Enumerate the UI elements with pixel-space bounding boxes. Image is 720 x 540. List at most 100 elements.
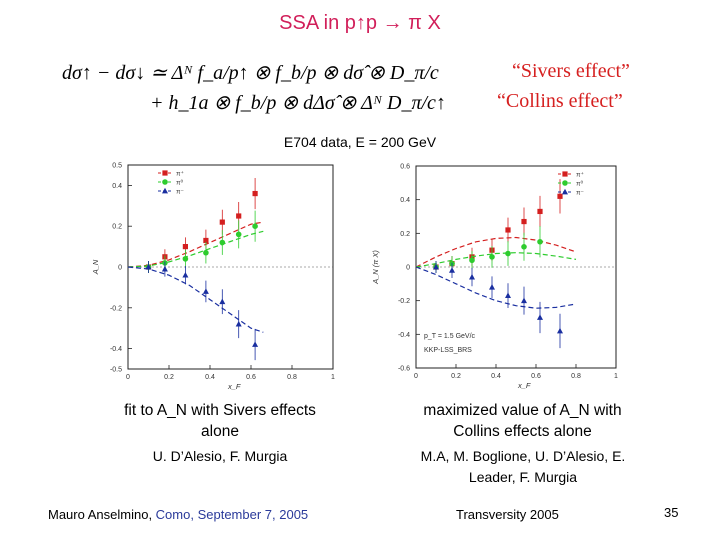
data-point	[433, 263, 439, 270]
data-point	[236, 213, 242, 219]
data-point	[505, 227, 511, 233]
chart-annotation: KKP-LSS_BRS	[424, 347, 472, 354]
legend-marker	[562, 171, 568, 177]
x-tick-label: 0.4	[491, 373, 501, 380]
page-number: 35	[664, 505, 679, 520]
x-tick-label: 1	[614, 373, 618, 380]
y-tick-label: 0.5	[112, 163, 122, 170]
plot-frame	[127, 164, 334, 370]
legend-marker	[562, 188, 568, 195]
y-axis-label: A_N	[91, 259, 100, 275]
data-point	[161, 265, 168, 272]
y-tick-label: -0.2	[398, 298, 410, 305]
series-curve	[415, 236, 577, 268]
data-point	[219, 219, 225, 225]
data-caption: E704 data, E = 200 GeV	[283, 134, 437, 150]
y-tick-label: 0.2	[112, 224, 122, 231]
collins-effect-label: “Collins effect”	[497, 90, 623, 112]
formula-line-1: dσ↑ − dσ↓ ≃ Δᴺ f_a/p↑ ⊗ f_b/p ⊗ dσ̂ ⊗ D_…	[62, 62, 439, 84]
data-point	[252, 223, 258, 229]
x-tick-label: 0.4	[205, 374, 215, 381]
y-axis-label: A_N (π X)	[371, 250, 380, 285]
data-point	[505, 292, 511, 299]
x-tick-label: 0.6	[531, 373, 541, 380]
formula-line-2: + h_1a ⊗ f_b/p ⊗ dΔσ̂ ⊗ Δᴺ D_π/c↑	[150, 92, 446, 114]
footer-place: Como, September 7, 2005	[155, 507, 309, 522]
footer-author: Mauro Anselmino,	[48, 507, 156, 522]
legend-marker	[562, 180, 568, 186]
series-curve	[127, 266, 264, 333]
data-point	[521, 297, 527, 304]
right-caption: maximized value of A_N with Collins effe…	[423, 402, 622, 440]
data-point	[235, 231, 242, 238]
y-tick-label: -0.5	[110, 367, 122, 374]
x-tick-label: 0.8	[571, 373, 581, 380]
data-point	[557, 327, 563, 334]
sivers-effect-label: “Sivers effect”	[512, 60, 630, 82]
legend-label: π⁻	[176, 189, 184, 196]
x-tick-label: 0.2	[164, 374, 174, 381]
data-point	[521, 218, 527, 225]
y-tick-label: -0.2	[110, 305, 122, 312]
x-tick-label: 0.8	[287, 374, 297, 381]
x-axis-label: x_F	[227, 382, 241, 390]
x-tick-label: 0	[126, 374, 130, 381]
data-point	[469, 257, 475, 264]
legend-label: π⁰	[576, 180, 583, 188]
y-tick-label: -0.4	[398, 332, 410, 339]
data-point	[252, 190, 258, 197]
collins-chart: 0 0.2 0.4 0.6 0.8 1 0.6 0.4 0.2 0 -0.2 -0.4 -0.6 x_F A…	[371, 164, 618, 391]
series-curve	[415, 266, 577, 309]
y-tick-label: 0.4	[112, 183, 122, 190]
slide-title: SSA in p↑p → π X	[279, 12, 441, 34]
right-authors: M.A, M. Boglione, U. D’Alesio, E. Leader…	[420, 448, 626, 485]
series-curve	[127, 221, 264, 268]
legend-marker	[162, 170, 168, 176]
legend-label: π⁻	[576, 190, 584, 197]
data-point	[557, 193, 563, 199]
data-point	[182, 271, 189, 278]
data-point	[219, 298, 226, 305]
sivers-chart: 0 0.2 0.4 0.6 0.8 1 0.5 0.4 0.2 0 -0.2 -0.4 -0.5 x_F A…	[91, 163, 335, 391]
data-point	[145, 263, 152, 270]
x-axis-label: x_F	[517, 381, 531, 390]
y-tick-label: -0.4	[110, 346, 122, 353]
data-point	[489, 284, 495, 290]
data-point	[203, 237, 209, 244]
legend-label: π⁺	[576, 172, 584, 179]
data-point	[449, 267, 455, 273]
data-point	[202, 288, 209, 294]
chart-annotation: p_T = 1.5 GeV/c	[424, 333, 476, 340]
data-point	[505, 250, 511, 257]
left-authors: U. D’Alesio, F. Murgia	[152, 448, 288, 464]
footer-conference: Transversity 2005	[456, 507, 559, 522]
legend-label: π⁰	[176, 179, 183, 187]
data-point	[537, 314, 543, 320]
data-point	[537, 208, 543, 215]
y-tick-label: -0.6	[398, 366, 410, 373]
x-tick-label: 1	[331, 374, 335, 381]
data-point	[469, 273, 475, 280]
data-point	[182, 244, 188, 250]
legend-marker	[162, 179, 168, 185]
data-point	[521, 244, 527, 250]
x-tick-label: 0.2	[451, 373, 461, 380]
y-tick-label: 0.2	[400, 231, 410, 238]
y-tick-label: 0.6	[400, 164, 410, 171]
legend-marker	[162, 187, 168, 194]
x-tick-label: 0.6	[246, 374, 256, 381]
legend-label: π⁺	[176, 171, 184, 178]
footer-credit: Mauro Anselmino, Como, September 7, 2005	[48, 507, 308, 522]
data-point	[489, 254, 495, 260]
data-point	[203, 249, 209, 256]
data-point	[235, 320, 242, 327]
data-point	[219, 239, 226, 246]
y-tick-label: 0.4	[400, 197, 410, 204]
series-curve	[415, 252, 577, 268]
y-tick-label: 0	[118, 265, 122, 272]
y-tick-label: 0	[406, 265, 410, 272]
series-curve	[127, 230, 264, 268]
data-point	[182, 256, 189, 262]
x-tick-label: 0	[414, 373, 418, 380]
left-caption: fit to A_N with Sivers effects alone	[124, 402, 316, 440]
